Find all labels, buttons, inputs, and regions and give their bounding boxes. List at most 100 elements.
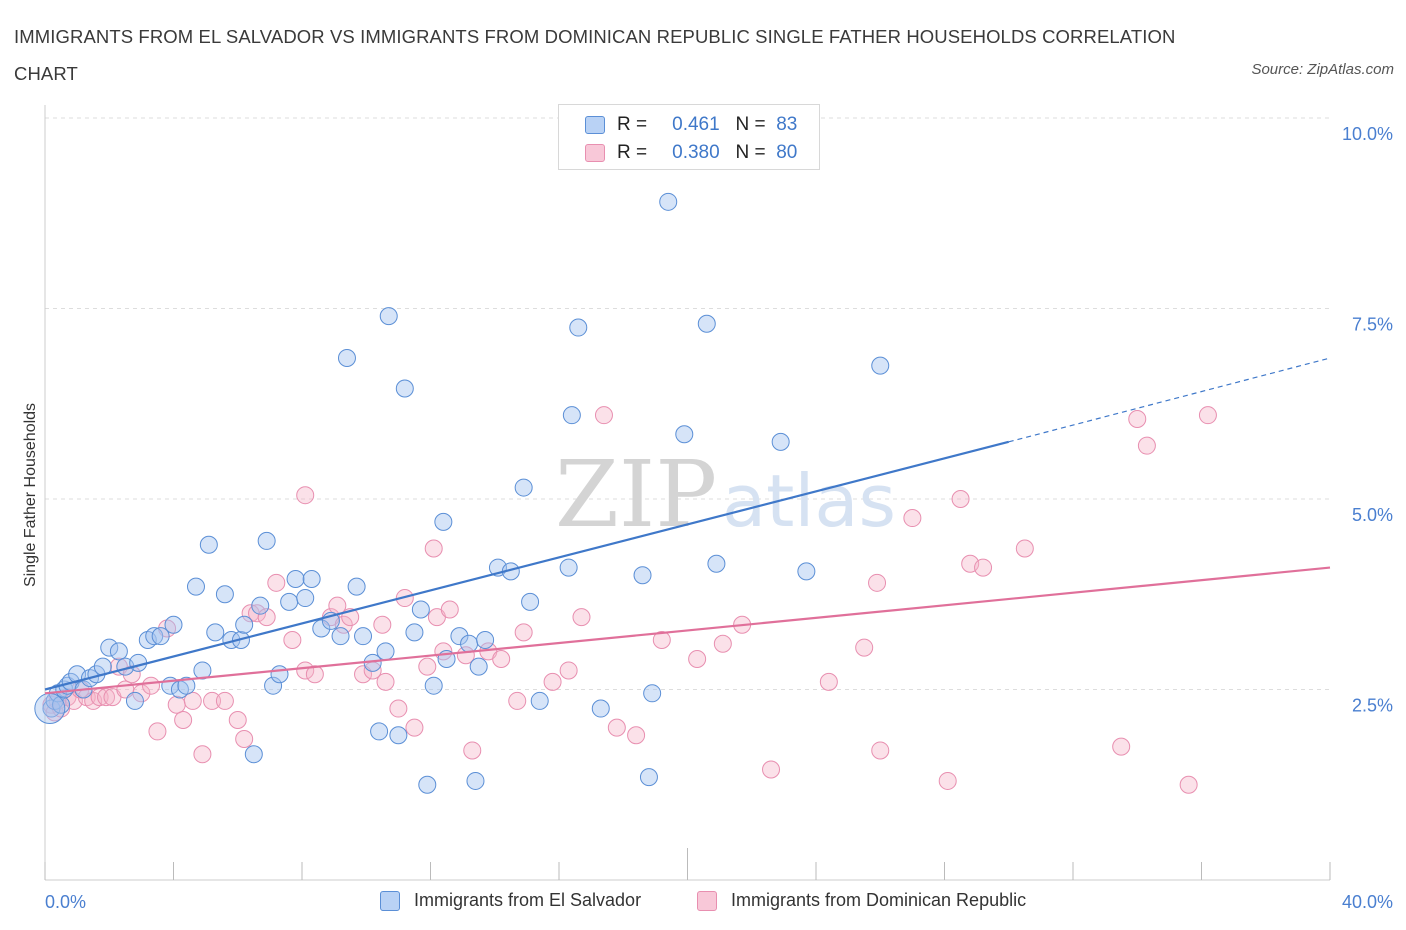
dominican-republic-point [1179,775,1198,794]
dominican-republic-point [203,691,222,710]
el-salvador-point [434,512,453,531]
el-salvador-point [251,596,270,615]
el-salvador-point [643,684,662,703]
dominican-republic-point [142,676,161,695]
y-axis-label: Single Father Households [22,403,39,587]
dominican-republic-point [97,688,116,707]
el-salvador-trend-line [44,440,1010,691]
dominican-republic-point [627,726,646,745]
el-salvador-point [771,432,790,451]
dominican-republic-point [508,691,527,710]
y-tick-label: 5.0% [1352,505,1393,525]
el-salvador-point [100,638,119,657]
dominican-republic-point [868,573,887,592]
dominican-republic-point [514,623,533,642]
el-salvador-point [460,634,479,653]
el-salvador-point [405,623,424,642]
el-salvador-point [395,379,414,398]
el-salvador-point [125,691,144,710]
el-salvador-point [559,558,578,577]
n-value: 80 [776,142,798,163]
watermark-zip: ZIP [555,441,717,548]
n-label: N = [735,142,766,163]
dominican-republic-point [463,741,482,760]
n-value: 83 [776,114,798,135]
blue-swatch [380,890,400,911]
el-salvador-point [337,349,356,368]
dominican-republic-point [594,406,613,425]
el-salvador-trend-extension [1008,357,1331,443]
dominican-republic-point [257,608,276,627]
stats-legend-row-dominican-republic: R = 0.380 N = 80 [585,139,797,167]
legend-label-dominican-republic: Immigrants from Dominican Republic [731,890,1027,910]
el-salvador-point [697,314,716,333]
el-salvador-point [206,623,225,642]
stats-legend: R = 0.461 N = 83 R = 0.380 N = 80 [558,104,820,170]
el-salvador-point [109,642,128,661]
dominican-republic-point [296,486,315,505]
dominican-republic-point [974,558,993,577]
el-salvador-point [639,768,658,787]
pink-swatch [585,144,605,162]
blue-swatch [585,116,605,134]
el-salvador-point [145,627,164,646]
el-salvador-point [562,406,581,425]
el-salvador-point [466,771,485,790]
el-salvador-point [424,676,443,695]
el-salvador-point [347,577,366,596]
el-salvador-point [177,676,196,695]
el-salvador-point [129,653,148,672]
el-salvador-point [331,627,350,646]
dominican-republic-point [855,638,874,657]
dominican-republic-point [688,650,707,669]
dominican-republic-trend-line [44,566,1331,695]
el-salvador-point [302,570,321,589]
el-salvador-point [257,531,276,550]
stats-legend-row-el-salvador: R = 0.461 N = 83 [585,111,797,139]
el-salvador-point [871,356,890,375]
dominican-republic-point [1198,406,1217,425]
dominican-republic-point [183,691,202,710]
dominican-republic-point [305,665,324,684]
el-salvador-point [521,592,540,611]
y-tick-label: 7.5% [1352,315,1393,335]
dominican-republic-point [235,730,254,749]
el-salvador-point [675,425,694,444]
el-salvador-point [296,589,315,608]
dominican-republic-point [405,718,424,737]
legend-item-dominican-republic[interactable]: Immigrants from Dominican Republic [697,890,1026,911]
dominican-republic-point [174,710,193,729]
dominican-republic-point [1015,539,1034,558]
el-salvador-point [235,615,254,634]
el-salvador-point [797,562,816,581]
r-value: 0.461 [672,114,720,135]
el-salvador-point [633,566,652,585]
source-label: Source: ZipAtlas.com [1251,61,1394,78]
el-salvador-point [476,630,495,649]
el-salvador-point [707,554,726,573]
dominican-republic-point [167,695,186,714]
el-salvador-point [591,699,610,718]
dominican-republic-point [543,672,562,691]
tick-labels: 2.5% 5.0% 7.5% 10.0% 0.0% 40.0% [45,124,1393,912]
el-salvador-point [264,676,283,695]
el-salvador-point [370,722,389,741]
el-salvador-point-cluster [34,693,66,725]
dominican-republic-point [903,509,922,528]
y-tick-label: 2.5% [1352,696,1393,716]
legend-item-el-salvador[interactable]: Immigrants from El Salvador [380,890,641,911]
dominican-republic-point [951,490,970,508]
dominican-republic-point [713,634,732,653]
dominican-republic-point [1112,737,1131,756]
dominican-republic-point [572,608,591,627]
n-label: N = [735,114,766,135]
el-salvador-point [286,570,305,589]
el-salvador-point [411,600,430,619]
dominican-republic-point [871,741,890,760]
el-salvador-point [244,745,263,764]
dominican-republic-point [389,699,408,718]
x-tick-label-max: 40.0% [1342,892,1393,912]
pink-swatch [697,890,717,911]
el-salvador-point [389,726,408,745]
